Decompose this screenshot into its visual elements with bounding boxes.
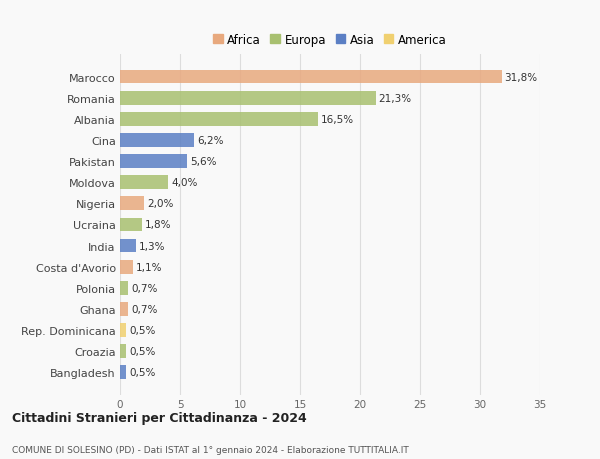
Text: 31,8%: 31,8% <box>505 73 538 82</box>
Text: 0,5%: 0,5% <box>129 347 155 356</box>
Bar <box>120 197 144 211</box>
Text: 0,5%: 0,5% <box>129 325 155 335</box>
Bar <box>120 176 168 190</box>
Text: 1,1%: 1,1% <box>136 262 163 272</box>
Bar <box>120 155 187 168</box>
Bar <box>120 324 126 337</box>
Bar <box>120 366 126 379</box>
Text: 0,5%: 0,5% <box>129 368 155 377</box>
Text: 1,8%: 1,8% <box>145 220 171 230</box>
Bar <box>120 92 376 105</box>
Text: 21,3%: 21,3% <box>379 94 412 103</box>
Bar <box>120 134 194 147</box>
Legend: Africa, Europa, Asia, America: Africa, Europa, Asia, America <box>209 30 451 50</box>
Bar <box>120 112 318 126</box>
Text: 2,0%: 2,0% <box>147 199 173 209</box>
Text: 0,7%: 0,7% <box>131 304 158 314</box>
Bar <box>120 239 136 253</box>
Text: 16,5%: 16,5% <box>321 115 354 124</box>
Text: Cittadini Stranieri per Cittadinanza - 2024: Cittadini Stranieri per Cittadinanza - 2… <box>12 412 307 425</box>
Text: 1,3%: 1,3% <box>139 241 165 251</box>
Text: COMUNE DI SOLESINO (PD) - Dati ISTAT al 1° gennaio 2024 - Elaborazione TUTTITALI: COMUNE DI SOLESINO (PD) - Dati ISTAT al … <box>12 445 409 454</box>
Text: 4,0%: 4,0% <box>171 178 197 188</box>
Bar <box>120 302 128 316</box>
Text: 5,6%: 5,6% <box>190 157 217 167</box>
Bar <box>120 71 502 84</box>
Bar <box>120 260 133 274</box>
Bar <box>120 345 126 358</box>
Text: 0,7%: 0,7% <box>131 283 158 293</box>
Bar <box>120 281 128 295</box>
Bar <box>120 218 142 232</box>
Text: 6,2%: 6,2% <box>197 135 224 146</box>
